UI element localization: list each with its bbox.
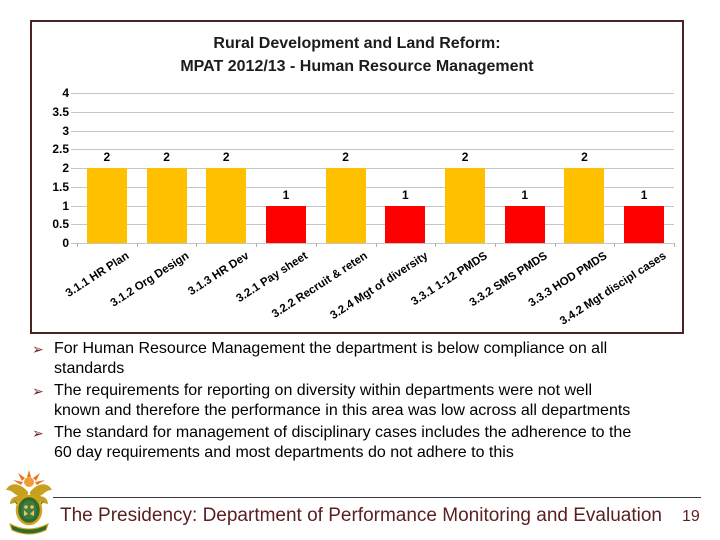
bar (146, 168, 187, 243)
x-tick-stub (77, 243, 78, 247)
bar (564, 168, 605, 243)
gridline (71, 149, 674, 151)
y-tick-label: 4 (62, 86, 69, 100)
chart-title: Rural Development and Land Reform: MPAT … (32, 32, 682, 78)
chart-title-line-2: MPAT 2012/13 - Human Resource Management (180, 58, 534, 75)
bullet-text: For Human Resource Management the depart… (54, 340, 608, 377)
bar-value-label: 1 (521, 187, 529, 202)
category-label: 3.4.2 Mgt discipl cases (558, 250, 669, 328)
bar-value-label: 1 (402, 187, 409, 202)
bar-value-label: 2 (581, 150, 588, 164)
x-tick-stub (315, 243, 317, 247)
x-tick-stub (674, 243, 675, 247)
x-tick-stub (136, 243, 138, 247)
footer-department-title: The Presidency: Department of Performanc… (60, 505, 662, 526)
bar (86, 168, 127, 243)
y-tick-label: 3.5 (52, 104, 69, 119)
y-tick-label: 2 (62, 161, 69, 175)
y-tick-label: 2.5 (52, 142, 69, 157)
y-tick-label: 0.5 (52, 217, 69, 232)
arrow-bullet-icon: ➢ (32, 341, 44, 357)
x-tick-stub (614, 243, 616, 247)
gridline (71, 93, 674, 94)
gridline (71, 224, 674, 226)
page-number: 19 (682, 508, 700, 525)
gridline (71, 130, 674, 132)
x-tick-stub (435, 243, 437, 247)
mpat-hr-chart: Rural Development and Land Reform: MPAT … (30, 20, 684, 334)
y-tick-label: 1.5 (52, 179, 69, 194)
bar-value-label: 2 (222, 150, 230, 164)
bar (206, 168, 247, 243)
bar (325, 168, 366, 243)
coat-of-arms-logo (4, 470, 54, 540)
arrow-bullet-icon: ➢ (32, 383, 44, 399)
bar-value-label: 2 (163, 150, 170, 164)
chart-title-line-1: Rural Development and Land Reform: (213, 35, 501, 52)
bullet-text: The requirements for reporting on divers… (54, 382, 631, 419)
bar (265, 205, 306, 243)
x-tick-stub (256, 243, 258, 247)
bar (624, 205, 665, 243)
bullet-list: ➢ For Human Resource Management the depa… (30, 339, 706, 465)
bullet-item: ➢ The requirements for reporting on dive… (30, 381, 706, 420)
bar-value-label: 1 (282, 187, 290, 202)
footer-divider (53, 497, 701, 498)
bar-value-label: 2 (461, 150, 469, 164)
bar (504, 205, 545, 243)
y-tick-label: 1 (62, 198, 69, 213)
x-tick-stub (554, 243, 556, 247)
x-tick-stub (375, 243, 377, 247)
bullet-item: ➢ For Human Resource Management the depa… (30, 339, 706, 378)
gridline (71, 111, 674, 113)
bullet-item: ➢ The standard for management of discipl… (30, 423, 706, 462)
bullet-text: The standard for management of disciplin… (54, 424, 632, 461)
plot-area: 0 0.5 1 1.5 2 2.5 3 3.5 4 2 2 2 1 2 1 2 1 2 1 (52, 86, 675, 250)
gridline (71, 186, 674, 188)
category-label: 3.2.4 Mgt of diversity (327, 250, 430, 323)
bar (385, 205, 426, 243)
x-tick-stub (494, 243, 496, 247)
arrow-bullet-icon: ➢ (32, 425, 44, 441)
y-tick-label: 3 (62, 123, 69, 138)
bar (445, 168, 486, 243)
x-tick-stub (196, 243, 198, 247)
bar-value-label: 1 (640, 187, 648, 202)
gridline (71, 243, 674, 244)
gridline (71, 205, 674, 207)
bar-value-label: 2 (342, 150, 349, 164)
bar-value-label: 2 (103, 150, 111, 164)
y-tick-label: 0 (62, 236, 69, 250)
gridline (71, 168, 674, 169)
